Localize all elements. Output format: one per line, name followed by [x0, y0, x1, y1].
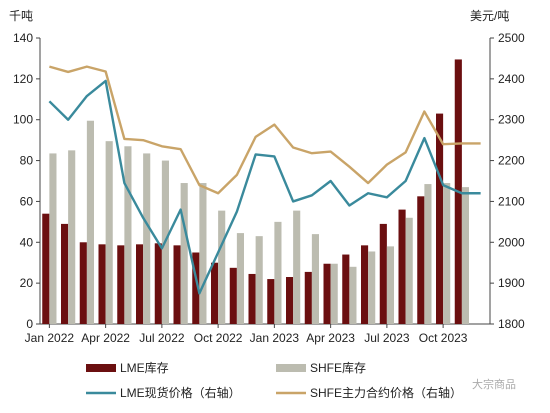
shfe-inventory-bar — [199, 183, 207, 324]
right-tick-label: 1900 — [498, 276, 525, 290]
axes — [39, 38, 491, 325]
shfe-inventory-bar — [368, 251, 376, 324]
watermark: 大宗商品 — [472, 377, 516, 391]
lme-inventory-bar — [417, 196, 425, 324]
lme-inventory-bar — [173, 245, 181, 324]
shfe-inventory-bar — [105, 141, 113, 324]
left-tick-label: 60 — [20, 194, 34, 208]
right-tick-label: 2400 — [498, 72, 525, 86]
x-tick-label: Oct 2022 — [194, 331, 243, 345]
shfe-inventory-bar — [255, 236, 263, 324]
legend-label-lme-spot: LME现货价格（右轴） — [120, 385, 241, 400]
right-tick-label: 2100 — [498, 194, 525, 208]
lme-inventory-bar — [154, 243, 162, 324]
right-tick-label: 1800 — [498, 317, 525, 331]
legend-swatch-shfe-inventory — [276, 364, 306, 372]
shfe-inventory-bar — [311, 234, 319, 324]
x-tick-label: Apr 2023 — [306, 331, 355, 345]
right-tick-label: 2200 — [498, 154, 525, 168]
lme-inventory-bar — [436, 113, 444, 324]
shfe-inventory-bar — [49, 153, 57, 324]
lme-inventory-bar — [398, 209, 406, 324]
price-lines — [48, 65, 481, 295]
shfe-inventory-bar — [349, 266, 357, 324]
left-tick-label: 0 — [26, 317, 33, 331]
lme-inventory-bar — [361, 245, 369, 324]
lme-inventory-bar — [211, 262, 219, 324]
right-axis-ticks: 1800 1900 2000 2100 2200 2300 2400 2500 — [490, 31, 525, 331]
x-tick-label: Jul 2022 — [139, 331, 185, 345]
shfe-inventory-bar — [424, 184, 432, 324]
right-tick-label: 2000 — [498, 235, 525, 249]
right-tick-label: 2500 — [498, 31, 525, 45]
shfe-inventory-bar — [386, 246, 394, 324]
lme-inventory-bar — [379, 223, 387, 324]
lme-inventory-bar — [229, 267, 237, 324]
shfe-inventory-bar — [274, 221, 282, 324]
shfe-inventory-bar — [461, 187, 469, 324]
legend-label-shfe-main: SHFE主力合约价格（右轴） — [310, 385, 462, 400]
shfe-inventory-bar — [86, 120, 94, 324]
left-tick-label: 40 — [20, 235, 34, 249]
lme-inventory-bar — [323, 263, 331, 324]
shfe-inventory-bar — [236, 233, 244, 324]
shfe-inventory-bar — [218, 210, 226, 324]
lme-inventory-bar — [248, 273, 256, 324]
x-axis-ticks: Jan 2022 Apr 2022 Jul 2022 Oct 2022 Jan 2023… — [25, 324, 468, 345]
shfe-inventory-bar — [180, 183, 188, 324]
left-tick-label: 140 — [13, 31, 33, 45]
lme-inventory-bar — [42, 213, 50, 324]
legend: LME库存 SHFE库存 LME现货价格（右轴） SHFE主力合约价格（右轴） — [86, 360, 462, 400]
lme-inventory-bar — [267, 279, 275, 324]
shfe-inventory-bar — [124, 146, 132, 324]
shfe-inventory-bar — [443, 183, 451, 324]
lme-inventory-bar — [98, 244, 106, 324]
lme-inventory-bar — [192, 252, 200, 324]
lme-inventory-bars — [42, 59, 462, 324]
shfe-inventory-bar — [293, 210, 301, 324]
right-axis-unit: 美元/吨 — [470, 9, 509, 23]
shfe-inventory-bar — [330, 263, 338, 324]
left-axis-ticks: 0 20 40 60 80 100 120 140 — [13, 31, 40, 331]
lme-inventory-bar — [61, 223, 69, 324]
legend-label-shfe-inventory: SHFE库存 — [310, 360, 366, 375]
x-tick-label: Jan 2022 — [25, 331, 75, 345]
lme-inventory-bar — [304, 271, 312, 324]
x-tick-label: Apr 2022 — [81, 331, 130, 345]
shfe-inventory-bar — [143, 153, 151, 324]
lme-inventory-bar — [342, 254, 350, 324]
shfe-inventory-bar — [68, 150, 76, 324]
lme-inventory-bar — [117, 245, 125, 324]
shfe-main-price-line — [49, 65, 481, 195]
shfe-inventory-bars — [49, 120, 469, 324]
lme-spot-price-line — [48, 79, 481, 295]
legend-swatch-lme-inventory — [86, 364, 116, 372]
x-tick-label: Jul 2023 — [364, 331, 410, 345]
right-tick-label: 2300 — [498, 113, 525, 127]
x-tick-label: Oct 2023 — [419, 331, 468, 345]
x-tick-label: Jan 2023 — [250, 331, 300, 345]
left-tick-label: 100 — [13, 113, 33, 127]
left-axis-unit: 千吨 — [9, 9, 33, 23]
lme-inventory-bar — [79, 242, 87, 324]
lme-inventory-bar — [286, 277, 294, 324]
left-tick-label: 20 — [20, 276, 34, 290]
shfe-inventory-bar — [405, 217, 413, 324]
left-tick-label: 80 — [20, 154, 34, 168]
left-tick-label: 120 — [13, 72, 33, 86]
lme-inventory-bar — [136, 244, 144, 324]
legend-label-lme-inventory: LME库存 — [120, 360, 169, 375]
